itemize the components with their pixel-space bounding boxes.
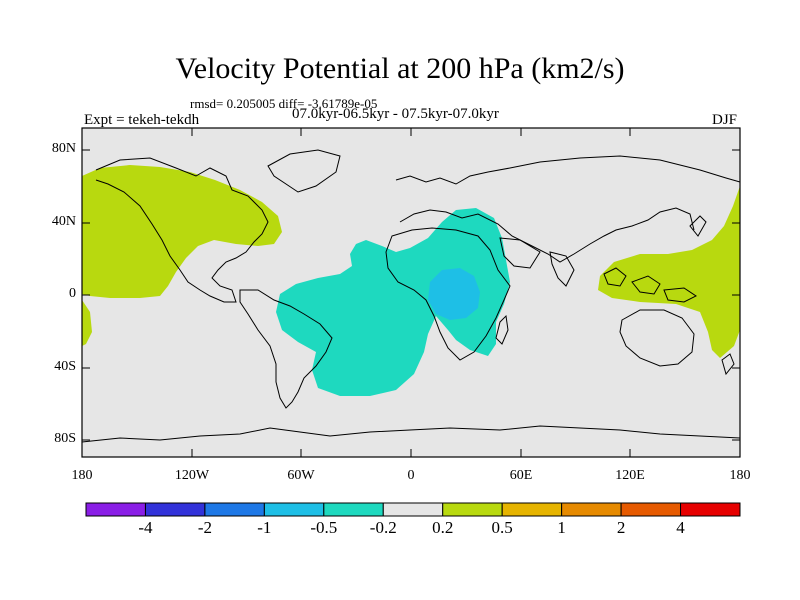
lat-label-40n: 40N [51, 214, 76, 229]
lon-label-120e: 120E [615, 468, 645, 483]
colorbar-tick-label: -0.5 [310, 518, 338, 537]
coastlines [81, 149, 741, 443]
experiment-label: Expt = tekeh-tekdh [84, 112, 200, 128]
colorbar-tick-label: 2 [616, 518, 626, 537]
colorbar-swatch [561, 502, 622, 517]
colorbar-tick-label: -2 [197, 518, 212, 537]
colorbar-swatch [323, 502, 384, 517]
lon-ticks [81, 128, 741, 457]
lon-label-0: 0 [407, 468, 415, 483]
plot-title: Velocity Potential at 200 hPa (km2/s) [175, 52, 625, 85]
colorbar-swatch [620, 502, 682, 517]
colorbar-swatch [85, 502, 146, 517]
colorbar-swatch [144, 502, 206, 517]
colorbar-swatch [501, 502, 563, 517]
positive-region-north-america [82, 165, 282, 298]
positive-region-west-edge [82, 300, 92, 346]
negative-region-tropical-atlantic [276, 208, 510, 396]
lon-label-180e: 180 [729, 468, 751, 483]
colorbar-swatch [442, 502, 503, 517]
colorbar-tick-label: -0.2 [369, 518, 397, 537]
positive-region-maritime-continent [598, 186, 740, 358]
stats-line: rmsd= 0.205005 diff= -3.61789e-05 [190, 96, 378, 111]
lat-label-40s: 40S [54, 359, 76, 374]
negative-region-central-africa-core [428, 268, 480, 320]
colorbar-swatch [263, 502, 325, 517]
colorbar-tick-label: 0.2 [432, 518, 454, 537]
colorbar-tick-label: 0.5 [491, 518, 513, 537]
lat-label-80n: 80N [51, 141, 76, 156]
periods-label: 07.0kyr-06.5kyr - 07.5kyr-07.0kyr [292, 106, 499, 122]
lat-ticks [82, 149, 740, 441]
colorbar-swatch [204, 502, 265, 517]
colorbar-tick-label: 4 [676, 518, 685, 537]
lon-label-60e: 60E [509, 468, 533, 483]
lon-label-60w: 60W [287, 468, 315, 483]
lat-label-80s: 80S [54, 431, 76, 446]
colorbar-tick-label: -4 [138, 518, 153, 537]
lon-label-120w: 120W [174, 468, 210, 483]
season-label: DJF [712, 112, 738, 128]
colorbar-swatch [382, 502, 444, 517]
lat-label-0: 0 [69, 286, 76, 301]
colorbar-tick-label: 1 [557, 518, 566, 537]
colorbar-tick-label: -1 [257, 518, 272, 537]
colorbar [85, 502, 741, 517]
lon-label-180w: 180 [71, 468, 93, 483]
colorbar-swatch [680, 502, 741, 517]
